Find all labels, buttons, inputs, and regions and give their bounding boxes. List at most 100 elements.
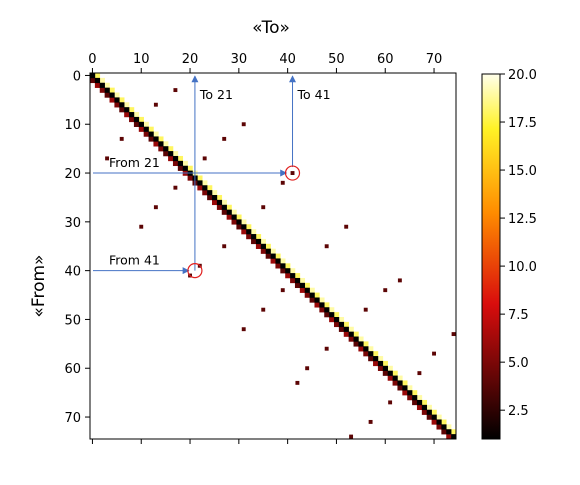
heatmap-cell: [216, 204, 223, 210]
y-tick-label: 0: [73, 69, 81, 84]
heatmap-cell: [382, 370, 388, 376]
heatmap-cell: [348, 326, 354, 332]
heatmap-cell: [334, 312, 340, 318]
heatmap-cell: [226, 204, 232, 210]
heatmap-cell: [221, 199, 227, 206]
heatmap-cell: [109, 92, 115, 98]
heatmap-cell: [295, 380, 300, 385]
heatmap-cell: [197, 180, 203, 186]
heatmap-cell: [202, 190, 208, 196]
heatmap-cell: [402, 390, 408, 396]
heatmap-cell: [451, 332, 456, 337]
heatmap-cell: [436, 414, 442, 420]
to-21-label: To 21: [199, 87, 233, 102]
heatmap-cell: [265, 243, 271, 249]
heatmap-cell: [324, 346, 329, 351]
heatmap-cell: [397, 375, 403, 381]
heatmap-cell: [446, 429, 452, 435]
x-tick-label: 70: [426, 52, 443, 67]
heatmap-cell: [397, 278, 402, 283]
heatmap-cell: [90, 73, 96, 79]
heatmap-cell: [124, 107, 130, 113]
heatmap-cell: [236, 224, 242, 230]
heatmap-cell: [280, 263, 286, 269]
y-axis-ticks: 0 10 20 30 40 50 60 70: [64, 69, 90, 426]
heatmap-cell: [392, 375, 398, 381]
heatmap-cell: [221, 204, 227, 210]
heatmap-cell: [377, 360, 384, 367]
heatmap-cell: [338, 321, 345, 328]
heatmap-cell: [349, 434, 354, 439]
heatmap-cell: [143, 126, 149, 132]
heatmap-cell: [426, 404, 432, 411]
heatmap-cell: [105, 156, 110, 161]
heatmap-cell: [285, 268, 291, 274]
heatmap-cell: [382, 365, 388, 371]
heatmap-cell: [119, 136, 124, 141]
heatmap-cell: [158, 141, 164, 147]
heatmap-cell: [246, 224, 252, 230]
heatmap-cell: [416, 404, 423, 411]
heatmap-cell: [172, 151, 179, 157]
heatmap-cell: [251, 229, 257, 235]
heatmap-cell: [387, 375, 393, 381]
heatmap-cell: [290, 273, 296, 279]
heatmap-cell: [343, 331, 349, 337]
heatmap-cell: [285, 263, 291, 269]
heatmap-cell: [436, 419, 442, 425]
heatmap-cell: [216, 199, 223, 206]
colorbar-tick-label: 15.0: [508, 164, 537, 179]
heatmap-cell: [148, 126, 154, 132]
heatmap-cell: [294, 273, 301, 279]
heatmap-cell: [421, 399, 428, 406]
heatmap-cell: [324, 244, 329, 249]
heatmap-cell: [329, 307, 335, 313]
heatmap-cell: [187, 175, 193, 181]
heatmap-cell: [412, 390, 418, 396]
heatmap-cell: [338, 326, 345, 332]
heatmap-cell: [294, 277, 301, 284]
heatmap-cell: [368, 356, 374, 362]
heatmap-cell: [441, 429, 447, 435]
heatmap-cell: [431, 409, 437, 415]
heatmap-cell: [446, 434, 452, 440]
heatmap-cell: [265, 253, 271, 259]
heatmap-cell: [99, 82, 105, 88]
heatmap-cell: [222, 244, 227, 249]
heatmap-cell: [182, 160, 188, 167]
heatmap-cell: [153, 131, 159, 137]
heatmap-cell: [441, 424, 447, 430]
heatmap-cell: [290, 171, 295, 175]
heatmap-cell: [421, 409, 428, 415]
y-axis-title: «From»: [29, 255, 49, 318]
heatmap-cell: [358, 341, 364, 347]
heatmap-cell: [133, 121, 140, 127]
heatmap-cell: [402, 385, 408, 391]
x-tick-label: 40: [279, 52, 296, 67]
colorbar-tick-label: 2.5: [508, 404, 529, 419]
heatmap-cell: [348, 336, 354, 342]
heatmap-cell: [412, 395, 418, 401]
heatmap-cell: [197, 175, 203, 181]
heatmap-cell: [114, 102, 120, 108]
heatmap-cell: [133, 116, 140, 123]
heatmap-cell: [255, 243, 262, 249]
heatmap-cell: [451, 434, 457, 440]
heatmap-cell: [99, 77, 105, 84]
heatmap-cell: [363, 341, 369, 347]
heatmap-cell: [241, 219, 247, 225]
colorbar-tick-label: 20.0: [508, 68, 537, 83]
heatmap-cell: [114, 97, 120, 103]
heatmap-cell: [436, 424, 442, 430]
heatmap-cell: [202, 185, 208, 191]
heatmap-cell: [207, 185, 213, 191]
to-41-label: To 41: [297, 87, 331, 102]
heatmap-cell: [382, 360, 388, 367]
x-tick-label: 10: [133, 52, 150, 67]
heatmap-cell: [124, 112, 130, 118]
heatmap-cell: [280, 180, 285, 185]
heatmap-cell: [212, 195, 218, 201]
heatmap-cell: [236, 214, 242, 220]
heatmap-cell: [216, 195, 223, 201]
x-tick-label: 60: [377, 52, 394, 67]
